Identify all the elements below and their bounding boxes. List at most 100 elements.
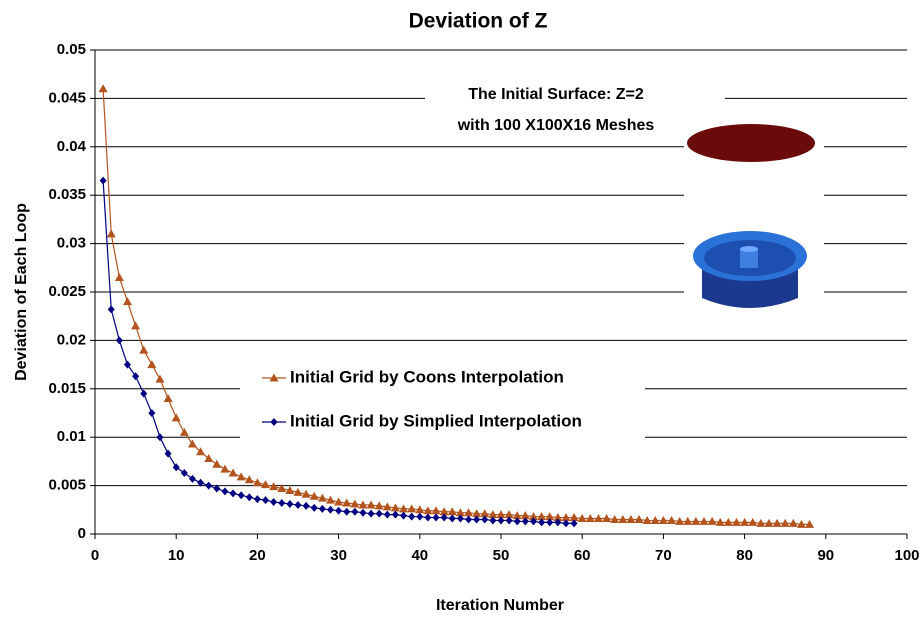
marker [196,447,206,456]
marker [236,472,246,481]
marker [155,374,165,383]
marker [570,519,578,528]
marker [123,360,131,369]
marker [780,518,790,527]
marker [301,489,311,498]
marker [497,516,505,525]
marker [489,516,497,525]
marker [553,513,563,522]
marker [415,505,425,514]
surface-image [687,124,815,308]
y-tick-label: 0.015 [48,380,86,397]
annotation-box [425,80,725,138]
marker [374,501,384,510]
legend-label: Initial Grid by Coons Interpolation [290,367,564,386]
marker [618,514,628,523]
x-axis-title: Iteration Number [436,597,564,614]
marker [512,511,522,520]
marker [658,515,668,524]
x-tick-label: 30 [330,547,347,564]
marker [99,176,107,185]
y-tick-label: 0.01 [57,428,86,445]
marker [317,493,327,502]
x-tick-label: 0 [91,547,99,564]
marker [213,484,221,493]
marker [545,512,555,521]
annotation: The Initial Surface: Z=2 [468,86,644,103]
marker [122,297,132,306]
series-line [102,88,810,525]
marker [602,514,612,523]
marker [334,497,344,506]
x-tick-label: 80 [736,547,753,564]
marker [480,509,490,518]
marker [106,229,116,238]
y-tick-label: 0.05 [57,41,86,58]
marker [220,464,230,473]
marker [179,427,189,436]
marker [278,499,286,508]
marker [683,516,693,525]
marker [285,485,295,494]
marker [529,517,537,526]
marker [367,509,375,518]
marker [496,510,506,519]
marker [593,514,603,523]
y-tick-label: 0.025 [48,283,86,300]
marker [180,469,188,478]
marker [131,321,141,330]
marker [351,507,359,516]
marker [455,508,465,517]
marker [554,518,562,527]
marker [675,516,685,525]
marker [642,515,652,524]
marker [269,482,279,491]
marker [439,507,449,516]
marker [472,509,482,518]
marker [731,517,741,526]
marker [520,511,530,520]
marker [538,518,546,527]
marker [505,516,513,525]
marker [562,519,570,528]
marker [390,503,400,512]
x-tick-label: 10 [168,547,185,564]
marker [521,517,529,526]
marker [164,449,172,458]
marker [416,512,424,521]
marker [229,489,237,498]
marker [326,505,334,514]
marker [172,463,180,472]
marker [309,491,319,500]
marker [197,478,205,487]
marker [504,510,514,519]
marker [464,508,474,517]
marker [302,501,310,510]
marker [691,516,701,525]
marker [577,514,587,523]
marker [408,512,416,521]
marker [310,503,318,512]
marker [294,500,302,509]
marker [269,373,279,382]
x-tick-label: 20 [249,547,266,564]
marker [513,517,521,526]
marker [205,481,213,490]
marker [748,517,758,526]
x-tick-label: 50 [493,547,510,564]
marker [114,272,124,281]
marker [359,508,367,517]
marker [805,519,815,528]
marker [228,468,238,477]
marker [188,474,196,483]
y-axis-title: Deviation of Each Loop [13,203,30,381]
marker [262,496,270,505]
marker [270,498,278,507]
marker [626,514,636,523]
y-tick-label: 0.035 [48,186,86,203]
marker [788,518,798,527]
marker [528,512,538,521]
marker [667,515,677,524]
y-tick-label: 0.02 [57,331,86,348]
marker [253,495,261,504]
